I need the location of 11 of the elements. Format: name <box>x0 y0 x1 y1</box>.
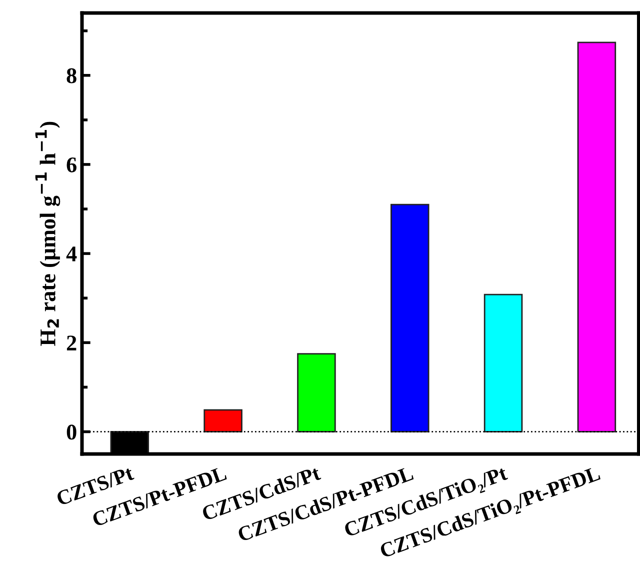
y-tick-label: 6 <box>66 157 76 172</box>
y-tick-label: 4 <box>66 246 77 262</box>
y-axis-title: H$_{2}$ rate (μmol g$^{−1}$ h$^{−1}$) <box>35 122 60 346</box>
bar <box>484 294 523 432</box>
bar <box>390 204 430 432</box>
y-tick-label: 8 <box>66 68 76 84</box>
bar <box>204 409 242 432</box>
y-tick-label: 2 <box>66 336 76 350</box>
bar <box>297 353 336 432</box>
bar <box>577 42 616 432</box>
y-tick-label: 0 <box>66 424 76 440</box>
